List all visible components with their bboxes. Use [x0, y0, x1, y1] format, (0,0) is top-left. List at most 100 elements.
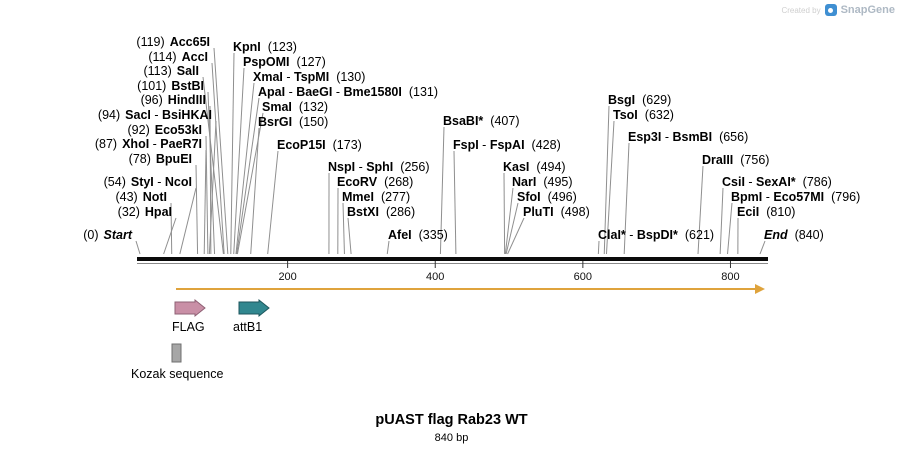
enzyme-label-XhoI-PaeR7I[interactable]: (87) XhoI - PaeR7I	[95, 138, 202, 151]
enzyme-name: StyI	[130, 175, 154, 189]
leader-line	[163, 217, 177, 255]
leader-line	[453, 150, 457, 255]
site-position: (629)	[642, 93, 672, 107]
site-position: (428)	[531, 138, 561, 152]
axis-tick-label: 200	[278, 271, 296, 283]
leader-line	[203, 149, 207, 255]
enzyme-label-EcoRV[interactable]: EcoRV (268)	[337, 176, 413, 189]
enzyme-label-TsoI[interactable]: TsoI (632)	[613, 109, 674, 122]
enzyme-label-ApaI-BaeGI-Bme1580I[interactable]: ApaI - BaeGI - Bme1580I (131)	[258, 86, 438, 99]
enzyme-label-MmeI[interactable]: MmeI (277)	[342, 191, 410, 204]
end-position: (840)	[794, 228, 824, 242]
enzyme-label-BsaBI[interactable]: BsaBI* (407)	[443, 115, 519, 128]
name-separator: -	[625, 228, 637, 242]
enzyme-label-BpmI-Eco57MI[interactable]: BpmI - Eco57MI (796)	[731, 191, 860, 204]
construct-arrow-head[interactable]	[755, 284, 765, 294]
enzyme-name: BpuEI	[155, 152, 192, 166]
enzyme-label-HpaI[interactable]: (32) HpaI	[118, 206, 172, 219]
feature-arrow-flag[interactable]	[174, 298, 206, 318]
leader-line	[267, 150, 279, 255]
site-position: (656)	[719, 130, 749, 144]
name-separator: -	[744, 175, 757, 189]
name-separator: -	[149, 137, 161, 151]
enzyme-name: ApaI	[258, 85, 286, 99]
enzyme-name: BspDI*	[636, 228, 678, 242]
enzyme-label-CsiI-SexAI[interactable]: CsiI - SexAI* (786)	[722, 176, 832, 189]
site-position: (407)	[490, 114, 520, 128]
enzyme-label-DraIII[interactable]: DraIII (756)	[702, 154, 769, 167]
name-separator: -	[150, 108, 162, 122]
enzyme-label-EcoP15I[interactable]: EcoP15I (173)	[277, 139, 362, 152]
site-position: (132)	[298, 100, 329, 114]
enzyme-label-Eco53kI[interactable]: (92) Eco53kI	[128, 124, 203, 137]
site-position: (94)	[97, 108, 121, 122]
enzyme-label-ClaI-BspDI[interactable]: ClaI* - BspDI* (621)	[598, 229, 714, 242]
leader-line	[623, 142, 630, 255]
enzyme-label-SfoI[interactable]: SfoI (496)	[517, 191, 577, 204]
enzyme-name: PluTI	[523, 205, 554, 219]
enzyme-label-PspOMI[interactable]: PspOMI (127)	[243, 56, 326, 69]
enzyme-name: HpaI	[144, 205, 172, 219]
enzyme-name: NcoI	[164, 175, 192, 189]
enzyme-name: SmaI	[262, 100, 292, 114]
leader-line	[386, 240, 390, 255]
enzyme-label-KasI[interactable]: KasI (494)	[503, 161, 566, 174]
enzyme-label-BpuEI[interactable]: (78) BpuEI	[129, 153, 192, 166]
enzyme-label-AccI[interactable]: (114) AccI	[148, 51, 208, 64]
enzyme-label-FspI-FspAI[interactable]: FspI - FspAI (428)	[453, 139, 561, 152]
feature-label-attb1[interactable]: attB1	[233, 320, 263, 334]
enzyme-name: Esp3I	[628, 130, 662, 144]
enzyme-label-KpnI[interactable]: KpnI (123)	[233, 41, 297, 54]
leader-line	[342, 202, 345, 255]
leader-line	[504, 187, 514, 255]
enzyme-name: SphI	[366, 160, 394, 174]
enzyme-name: NarI	[512, 175, 537, 189]
leader-line	[347, 217, 352, 255]
site-position: (127)	[296, 55, 326, 69]
enzyme-label-AfeI[interactable]: AfeI (335)	[388, 229, 448, 242]
enzyme-label-SalI[interactable]: (113) SalI	[143, 65, 199, 78]
enzyme-name: BaeGI	[296, 85, 333, 99]
enzyme-label-Esp3I-BsmBI[interactable]: Esp3I - BsmBI (656)	[628, 131, 748, 144]
snapgene-logo-icon	[824, 4, 837, 16]
enzyme-label-BsgI[interactable]: BsgI (629)	[608, 94, 671, 107]
enzyme-label-StyI-NcoI[interactable]: (54) StyI - NcoI	[104, 176, 192, 189]
site-position: (114)	[148, 50, 177, 64]
enzyme-label-BstXI[interactable]: BstXI (286)	[347, 206, 415, 219]
enzyme-label-XmaI-TspMI[interactable]: XmaI - TspMI (130)	[253, 71, 365, 84]
enzyme-name: AfeI	[388, 228, 412, 242]
enzyme-label-HindIII[interactable]: (96) HindIII	[141, 94, 206, 107]
enzyme-label-NotI[interactable]: (43) NotI	[115, 191, 167, 204]
enzyme-label-NarI[interactable]: NarI (495)	[512, 176, 573, 189]
feature-label-kozak-sequence[interactable]: Kozak sequence	[131, 367, 224, 381]
enzyme-label-EciI[interactable]: EciI (810)	[737, 206, 795, 219]
feature-arrow-attb1[interactable]	[238, 298, 270, 318]
enzyme-label-Acc65I[interactable]: (119) Acc65I	[136, 36, 210, 49]
axis-tick-label: 600	[574, 271, 592, 283]
site-position: (286)	[385, 205, 416, 219]
enzyme-label-SmaI[interactable]: SmaI (132)	[262, 101, 328, 114]
enzyme-name: KasI	[503, 160, 530, 174]
enzyme-label-BstBI[interactable]: (101) BstBI	[137, 80, 204, 93]
enzyme-label-PluTI[interactable]: PluTI (498)	[523, 206, 590, 219]
snapgene-brand-text: SnapGene	[840, 4, 895, 16]
enzyme-name: PspOMI	[243, 55, 290, 69]
enzyme-label-SacI-BsiHKAI[interactable]: (94) SacI - BsiHKAI	[98, 109, 212, 122]
enzyme-name: Bme1580I	[343, 85, 402, 99]
enzyme-label-NspI-SphI[interactable]: NspI - SphI (256)	[328, 161, 429, 174]
leader-line	[211, 62, 225, 255]
site-position: (256)	[400, 160, 430, 174]
site-position: (96)	[140, 93, 163, 107]
site-position: (78)	[128, 152, 151, 166]
enzyme-name: TsoI	[613, 108, 638, 122]
leader-line	[213, 47, 229, 255]
enzyme-name: Acc65I	[169, 35, 210, 49]
enzyme-name: TspMI	[294, 70, 330, 84]
enzyme-label-BsrGI[interactable]: BsrGI (150)	[258, 116, 328, 129]
feature-label-flag[interactable]: FLAG	[172, 320, 205, 334]
feature-box-kozak[interactable]	[171, 343, 182, 363]
site-position: (496)	[547, 190, 577, 204]
site-position: (131)	[408, 85, 439, 99]
enzyme-name: AccI	[181, 50, 208, 64]
